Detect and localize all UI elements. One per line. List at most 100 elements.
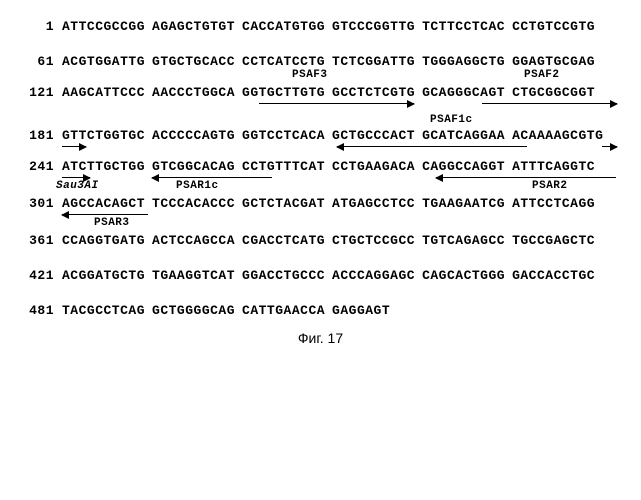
arrow-right — [62, 146, 86, 147]
sequence-block: CACCATGTGG — [242, 19, 325, 34]
position-number: 301 — [24, 197, 54, 210]
primer-label: PSAF3 — [292, 70, 328, 81]
sequence-block: GAGGAGT — [332, 303, 390, 318]
sequence-figure: 1 ATTCCGCCGG AGAGCTGTGT CACCATGTGG GTCCCGGTT… — [24, 20, 617, 317]
sequence-block: TGAAGGTCAT — [152, 268, 235, 283]
sequence-block: ACCCAGGAGC — [332, 268, 415, 283]
arrow-right — [62, 177, 90, 178]
annotation-row: PSAF3 PSAF2 — [62, 70, 617, 86]
sequence-block: GACCACCTGC — [512, 268, 595, 283]
sequence-block: ATTTCAGGTC — [512, 159, 595, 174]
sequence-block: TGTCAGAGCC — [422, 233, 505, 248]
arrow-left — [436, 177, 616, 178]
sequence-block: GCTCTACGAT — [242, 196, 325, 211]
annotation-row: Sau3AIPSAR1cPSAR2 — [62, 175, 617, 197]
sequence-block: TGCCGAGCTC — [512, 233, 595, 248]
sequence-row: 481TACGCCTCAGGCTGGGGCAGCATTGAACCAGAGGAGT — [24, 304, 617, 317]
annotation-row — [62, 101, 617, 115]
sequence-block: ACCCCCAGTG — [152, 128, 235, 143]
primer-label: PSAF1c — [430, 115, 473, 126]
sequence-blocks: TACGCCTCAG GCTGGGGCAG CATTGAACCA GAGGAGT — [62, 304, 397, 317]
sequence-block: CGACCTCATG — [242, 233, 325, 248]
sequence-block: ATGAGCCTCC — [332, 196, 415, 211]
sequence-block: GTTCTGGTGC — [62, 128, 145, 143]
sequence-block: TCCCACACCC — [152, 196, 235, 211]
sequence-block: ATCTTGCTGG — [62, 159, 145, 174]
sequence-block: TACGCCTCAG — [62, 303, 145, 318]
sequence-blocks: ACGGATGCTG TGAAGGTCAT GGACCTGCCC ACCCAGGAGC… — [62, 269, 602, 282]
sequence-row: 361 CCAGGTGATG ACTCCAGCCA CGACCTCATG CTGCTCC… — [24, 234, 617, 247]
sequence-blocks: AAGCATTCCC AACCCTGGCA GGTGCTTGTG GCCTCTCGTG… — [62, 86, 602, 99]
sequence-block: TCTTCCTCAC — [422, 19, 505, 34]
position-number: 361 — [24, 234, 54, 247]
sequence-block: ATTCCGCCGG — [62, 19, 145, 34]
sequence-block: CCTGAAGACA — [332, 159, 415, 174]
sequence-row: 241 ATCTTGCTGG GTCGGCACAG CCTGTTTCAT CCTGAAG… — [24, 160, 617, 173]
sequence-block: CCTGTCCGTG — [512, 19, 595, 34]
sequence-block: TGGGAGGCTG — [422, 54, 505, 69]
position-number: 1 — [24, 20, 54, 33]
sequence-block: AAGCATTCCC — [62, 85, 145, 100]
position-number: 181 — [24, 129, 54, 142]
sequence-block: CCAGGTGATG — [62, 233, 145, 248]
primer-label: PSAR2 — [532, 181, 568, 192]
arrow-right — [259, 103, 414, 104]
arrow-left — [337, 146, 527, 147]
sequence-blocks: ACGTGGATTGGTGCTGCACCCCTCATCCTGTCTCGGATTG… — [62, 55, 602, 68]
sequence-block: CATTGAACCA — [242, 303, 325, 318]
sequence-block: GGACCTGCCC — [242, 268, 325, 283]
sequence-block: TGAAGAATCG — [422, 196, 505, 211]
sequence-blocks: GTTCTGGTGC ACCCCCAGTG GGTCCTCACA GCTGCCCACT… — [62, 129, 610, 142]
sequence-block: CTGCTCCGCC — [332, 233, 415, 248]
sequence-row: 1 ATTCCGCCGG AGAGCTGTGT CACCATGTGG GTCCCGGTT… — [24, 20, 617, 33]
sequence-block: GGTCCTCACA — [242, 128, 325, 143]
sequence-block: GCCTCTCGTG — [332, 85, 415, 100]
sequence-block: TCTCGGATTG — [332, 54, 415, 69]
sequence-block: CAGCACTGGG — [422, 268, 505, 283]
sequence-block: GGAGTGCGAG — [512, 54, 595, 69]
sequence-row: 121 AAGCATTCCC AACCCTGGCA GGTGCTTGTG GCCTCTC… — [24, 86, 617, 99]
annotation-row — [62, 144, 617, 160]
sequence-block: GCTGGGGCAG — [152, 303, 235, 318]
sequence-block: CCTCATCCTG — [242, 54, 325, 69]
sequence-block: AGCCACAGCT — [62, 196, 145, 211]
sequence-row: 181 GTTCTGGTGC ACCCCCAGTG GGTCCTCACA GCTGCCC… — [24, 129, 617, 142]
primer-label: Sau3AI — [56, 181, 99, 192]
sequence-block: GCATCAGGAA — [422, 128, 505, 143]
sequence-row: 301 AGCCACAGCT TCCCACACCC GCTCTACGAT ATGAGCC… — [24, 197, 617, 210]
primer-label: PSAF2 — [524, 70, 560, 81]
sequence-block: GCAGGGCAGT — [422, 85, 505, 100]
position-number: 61 — [24, 55, 54, 68]
sequence-block: ACTCCAGCCA — [152, 233, 235, 248]
arrow-left — [62, 214, 148, 215]
sequence-blocks: ATTCCGCCGG AGAGCTGTGT CACCATGTGG GTCCCGGTTG… — [62, 20, 602, 33]
arrow-right — [482, 103, 617, 104]
sequence-blocks: CCAGGTGATG ACTCCAGCCA CGACCTCATG CTGCTCCGCC… — [62, 234, 602, 247]
row-gap — [24, 284, 617, 304]
sequence-block: GTGCTGCACC — [152, 54, 235, 69]
sequence-block: ACGGATGCTG — [62, 268, 145, 283]
sequence-block: ATTCCTCAGG — [512, 196, 595, 211]
sequence-block: CTGCGGCGGT — [512, 85, 595, 100]
row-gap — [24, 35, 617, 55]
sequence-blocks: AGCCACAGCT TCCCACACCC GCTCTACGAT ATGAGCCTCC… — [62, 197, 602, 210]
sequence-block: GGTGCTTGTG — [242, 85, 325, 100]
position-number: 241 — [24, 160, 54, 173]
arrow-right — [602, 146, 617, 147]
annotation-row: PSAF1c — [62, 115, 617, 129]
sequence-block: CCTGTTTCAT — [242, 159, 325, 174]
position-number: 121 — [24, 86, 54, 99]
annotation-row: PSAR3 — [62, 212, 617, 234]
sequence-blocks: ATCTTGCTGG GTCGGCACAG CCTGTTTCAT CCTGAAGACA… — [62, 160, 602, 173]
sequence-block: GTCGGCACAG — [152, 159, 235, 174]
sequence-row: 61ACGTGGATTGGTGCTGCACCCCTCATCCTGTCTCGGAT… — [24, 55, 617, 68]
primer-label: PSAR1c — [176, 181, 219, 192]
figure-caption: Фиг. 17 — [24, 331, 617, 345]
row-gap — [24, 249, 617, 269]
sequence-block: AGAGCTGTGT — [152, 19, 235, 34]
sequence-block: GCTGCCCACT — [332, 128, 415, 143]
sequence-block: GTCCCGGTTG — [332, 19, 415, 34]
sequence-row: 421 ACGGATGCTG TGAAGGTCAT GGACCTGCCC ACCCAGG… — [24, 269, 617, 282]
sequence-block: AACCCTGGCA — [152, 85, 235, 100]
position-number: 421 — [24, 269, 54, 282]
